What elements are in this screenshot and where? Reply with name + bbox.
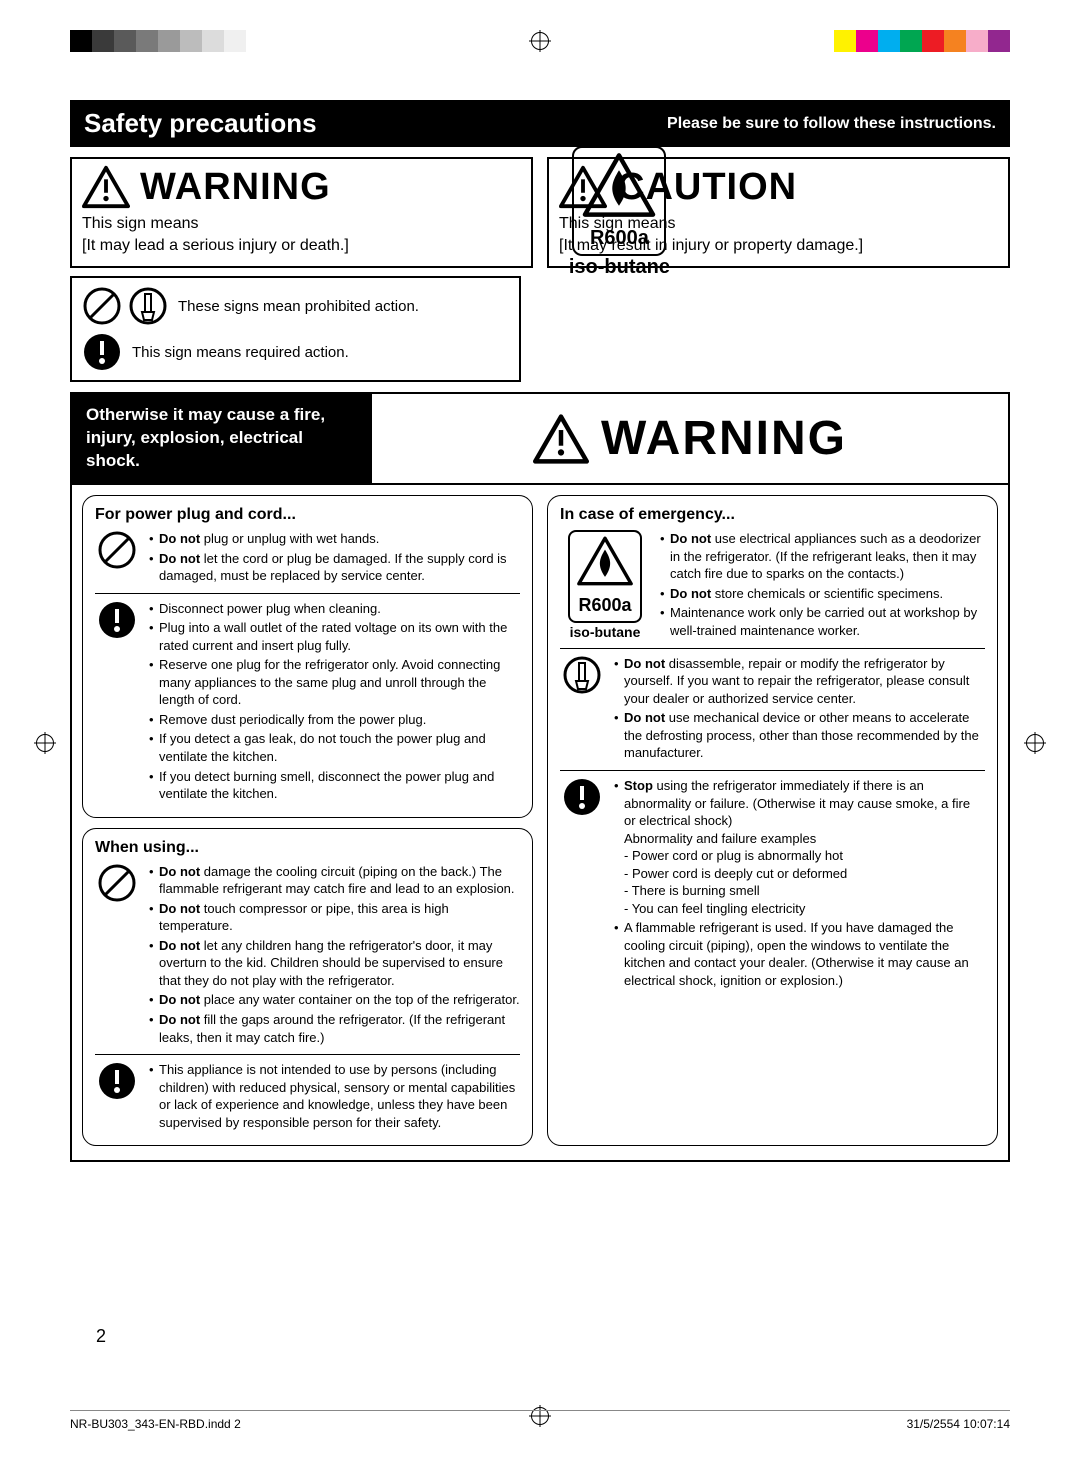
list-item: If you detect a gas leak, do not touch t…: [149, 730, 520, 765]
list-item: Do not touch compressor or pipe, this ar…: [149, 900, 520, 935]
group-title: In case of emergency...: [560, 506, 985, 524]
required-icon: [562, 777, 602, 817]
list-item: Maintenance work only be carried out at …: [660, 604, 985, 639]
r600a-name: iso-butane: [569, 256, 670, 279]
list-item: Do not plug or unplug with wet hands.: [149, 530, 520, 548]
list-item: This appliance is not intended to use by…: [149, 1061, 520, 1131]
registration-mark-icon: [36, 734, 54, 752]
reg-color-swatches: [834, 30, 1010, 52]
sign-legend: These signs mean prohibited action. This…: [70, 276, 521, 382]
flammable-icon: [576, 536, 634, 586]
reg-gray-swatches: [70, 30, 246, 52]
emergency-block3: Stop using the refrigerator immediately …: [614, 777, 985, 992]
group-when-using: When using... Do not damage the cooling …: [82, 828, 533, 1147]
list-item: Do not disassemble, repair or modify the…: [614, 655, 985, 708]
warning-caution-row: WARNING This sign means [It may lead a s…: [70, 157, 1010, 268]
page-subtitle: Please be sure to follow these instructi…: [667, 115, 996, 133]
left-column: For power plug and cord... Do not plug o…: [82, 495, 533, 1146]
no-disassemble-icon: [562, 655, 602, 695]
page-number: 2: [96, 1326, 106, 1347]
required-text: This sign means required action.: [132, 344, 349, 361]
using-required-list: This appliance is not intended to use by…: [149, 1061, 520, 1133]
group-emergency: In case of emergency... R600a iso-butane…: [547, 495, 998, 1146]
required-icon: [82, 332, 122, 372]
required-icon: [97, 1061, 137, 1101]
footer: NR-BU303_343-EN-RBD.indd 2 31/5/2554 10:…: [70, 1410, 1010, 1431]
plug-required-list: Disconnect power plug when cleaning.Plug…: [149, 600, 520, 805]
using-prohibit-list: Do not damage the cooling circuit (pipin…: [149, 863, 520, 1048]
registration-mark-icon: [531, 32, 549, 50]
list-item: Disconnect power plug when cleaning.: [149, 600, 520, 618]
list-item: A flammable refrigerant is used. If you …: [614, 919, 985, 989]
list-item: Stop using the refrigerator immediately …: [614, 777, 985, 917]
group-power-plug: For power plug and cord... Do not plug o…: [82, 495, 533, 818]
list-item: Do not use mechanical device or other me…: [614, 709, 985, 762]
required-icon: [97, 600, 137, 640]
r600a-badge: R600a iso-butane: [569, 146, 670, 279]
cause-text: Otherwise it may cause a fire, injury, e…: [72, 394, 372, 483]
warning-triangle-icon: [533, 414, 589, 464]
list-item: Reserve one plug for the refrigerator on…: [149, 656, 520, 709]
registration-bars: [70, 30, 1010, 52]
list-item: Do not let the cord or plug be damaged. …: [149, 550, 520, 585]
list-item: Plug into a wall outlet of the rated vol…: [149, 619, 520, 654]
list-item: Do not let any children hang the refrige…: [149, 937, 520, 990]
warning-triangle-icon: [82, 165, 130, 209]
warning-cell: WARNING This sign means [It may lead a s…: [70, 157, 533, 268]
page-title: Safety precautions: [84, 108, 317, 139]
prohibited-icon: [97, 530, 137, 570]
mid-warning-label: WARNING: [601, 411, 847, 466]
list-item: If you detect burning smell, disconnect …: [149, 768, 520, 803]
registration-mark-icon: [1026, 734, 1044, 752]
r600a-code: R600a: [582, 227, 656, 250]
warning-label: WARNING: [140, 166, 331, 209]
list-item: Do not fill the gaps around the refriger…: [149, 1011, 520, 1046]
flammable-icon: [582, 152, 656, 218]
prohibited-text: These signs mean prohibited action.: [178, 298, 419, 315]
no-disassemble-icon: [128, 286, 168, 326]
group-title: For power plug and cord...: [95, 506, 520, 524]
body-wrap: For power plug and cord... Do not plug o…: [70, 483, 1010, 1162]
page: Safety precautions Please be sure to fol…: [0, 0, 1080, 1467]
list-item: Do not store chemicals or scientific spe…: [660, 585, 985, 603]
prohibited-icon: [82, 286, 122, 326]
list-item: Remove dust periodically from the power …: [149, 711, 520, 729]
r600a-badge-small: R600a iso-butane: [568, 530, 642, 642]
prohibited-icon: [97, 863, 137, 903]
group-title: When using...: [95, 839, 520, 857]
right-column: In case of emergency... R600a iso-butane…: [547, 495, 998, 1146]
warning-sub: This sign means [It may lead a serious i…: [82, 213, 521, 256]
footer-file: NR-BU303_343-EN-RBD.indd 2: [70, 1417, 241, 1431]
plug-prohibit-list: Do not plug or unplug with wet hands. Do …: [149, 530, 520, 587]
list-item: Do not place any water container on the …: [149, 991, 520, 1009]
list-item: Do not damage the cooling circuit (pipin…: [149, 863, 520, 898]
emergency-block1: Do not use electrical appliances such as…: [660, 530, 985, 642]
footer-date: 31/5/2554 10:07:14: [907, 1417, 1010, 1431]
mid-warning-row: Otherwise it may cause a fire, injury, e…: [70, 392, 1010, 483]
list-item: Do not use electrical appliances such as…: [660, 530, 985, 583]
header-bar: Safety precautions Please be sure to fol…: [70, 100, 1010, 147]
emergency-block2: Do not disassemble, repair or modify the…: [614, 655, 985, 764]
